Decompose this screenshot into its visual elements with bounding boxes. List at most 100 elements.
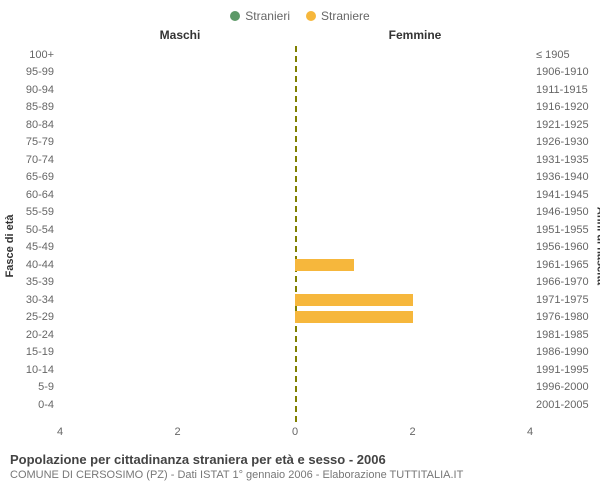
plot-area: 100+≤ 190595-991906-191090-941911-191585…: [60, 46, 530, 422]
male-half: [60, 274, 295, 292]
birth-label: 1926-1930: [530, 136, 589, 148]
male-half: [60, 204, 295, 222]
female-half: [295, 204, 530, 222]
age-label: 0-4: [38, 399, 60, 411]
x-tick: 0: [292, 426, 298, 438]
age-row: 65-691936-1940: [60, 169, 530, 187]
age-label: 85-89: [26, 101, 60, 113]
male-half: [60, 326, 295, 344]
age-row: 35-391966-1970: [60, 274, 530, 292]
panel-titles: Maschi Femmine: [0, 28, 600, 46]
age-row: 40-441961-1965: [60, 256, 530, 274]
legend: Stranieri Straniere: [0, 0, 600, 28]
legend-item-female: Straniere: [306, 9, 370, 23]
y-axis-title-left: Fasce di età: [4, 215, 16, 278]
female-half: [295, 291, 530, 309]
age-label: 30-34: [26, 294, 60, 306]
age-label: 10-14: [26, 364, 60, 376]
female-half: [295, 134, 530, 152]
male-half: [60, 239, 295, 257]
age-row: 50-541951-1955: [60, 221, 530, 239]
y-axis-title-right: Anni di nascita: [594, 207, 600, 285]
legend-dot-male: [230, 11, 240, 21]
birth-label: ≤ 1905: [530, 49, 570, 61]
age-label: 90-94: [26, 84, 60, 96]
age-label: 100+: [29, 49, 60, 61]
age-label: 50-54: [26, 224, 60, 236]
birth-label: 1916-1920: [530, 101, 589, 113]
age-label: 20-24: [26, 329, 60, 341]
age-label: 15-19: [26, 346, 60, 358]
birth-label: 1961-1965: [530, 259, 589, 271]
female-half: [295, 361, 530, 379]
male-half: [60, 151, 295, 169]
birth-label: 1991-1995: [530, 364, 589, 376]
female-half: [295, 116, 530, 134]
age-row: 100+≤ 1905: [60, 46, 530, 64]
bar-female: [295, 259, 354, 271]
male-half: [60, 46, 295, 64]
chart-title: Popolazione per cittadinanza straniera p…: [10, 452, 590, 467]
male-half: [60, 186, 295, 204]
bar-female: [295, 294, 413, 306]
age-row: 30-341971-1975: [60, 291, 530, 309]
age-row: 80-841921-1925: [60, 116, 530, 134]
age-label: 70-74: [26, 154, 60, 166]
x-tick: 2: [174, 426, 180, 438]
male-half: [60, 81, 295, 99]
female-half: [295, 46, 530, 64]
birth-label: 1911-1915: [530, 84, 588, 96]
age-row: 75-791926-1930: [60, 134, 530, 152]
female-half: [295, 81, 530, 99]
male-half: [60, 361, 295, 379]
age-row: 85-891916-1920: [60, 99, 530, 117]
age-label: 80-84: [26, 119, 60, 131]
age-label: 75-79: [26, 136, 60, 148]
birth-label: 1946-1950: [530, 206, 589, 218]
male-half: [60, 134, 295, 152]
birth-label: 1956-1960: [530, 241, 589, 253]
female-half: [295, 99, 530, 117]
panel-title-female: Femmine: [300, 28, 600, 46]
birth-label: 1931-1935: [530, 154, 589, 166]
x-tick: 4: [57, 426, 63, 438]
female-half: [295, 64, 530, 82]
birth-label: 1906-1910: [530, 66, 589, 78]
chart-subtitle: COMUNE DI CERSOSIMO (PZ) - Dati ISTAT 1°…: [10, 469, 590, 481]
legend-item-male: Stranieri: [230, 9, 290, 23]
age-label: 65-69: [26, 171, 60, 183]
age-row: 20-241981-1985: [60, 326, 530, 344]
male-half: [60, 396, 295, 414]
female-half: [295, 186, 530, 204]
legend-label-female: Straniere: [321, 9, 370, 23]
female-half: [295, 309, 530, 327]
age-row: 5-91996-2000: [60, 379, 530, 397]
female-half: [295, 344, 530, 362]
birth-label: 1966-1970: [530, 276, 589, 288]
age-label: 25-29: [26, 311, 60, 323]
x-tick: 2: [409, 426, 415, 438]
x-axis: 42024: [60, 422, 530, 446]
female-half: [295, 379, 530, 397]
age-row: 10-141991-1995: [60, 361, 530, 379]
female-half: [295, 256, 530, 274]
age-label: 45-49: [26, 241, 60, 253]
age-row: 45-491956-1960: [60, 239, 530, 257]
panel-title-male: Maschi: [0, 28, 300, 46]
age-label: 60-64: [26, 189, 60, 201]
footer: Popolazione per cittadinanza straniera p…: [0, 446, 600, 481]
female-half: [295, 221, 530, 239]
male-half: [60, 291, 295, 309]
birth-label: 1936-1940: [530, 171, 589, 183]
birth-label: 2001-2005: [530, 399, 589, 411]
female-half: [295, 151, 530, 169]
female-half: [295, 326, 530, 344]
birth-label: 1996-2000: [530, 381, 589, 393]
age-row: 95-991906-1910: [60, 64, 530, 82]
female-half: [295, 274, 530, 292]
birth-label: 1941-1945: [530, 189, 589, 201]
female-half: [295, 396, 530, 414]
male-half: [60, 99, 295, 117]
legend-dot-female: [306, 11, 316, 21]
male-half: [60, 309, 295, 327]
